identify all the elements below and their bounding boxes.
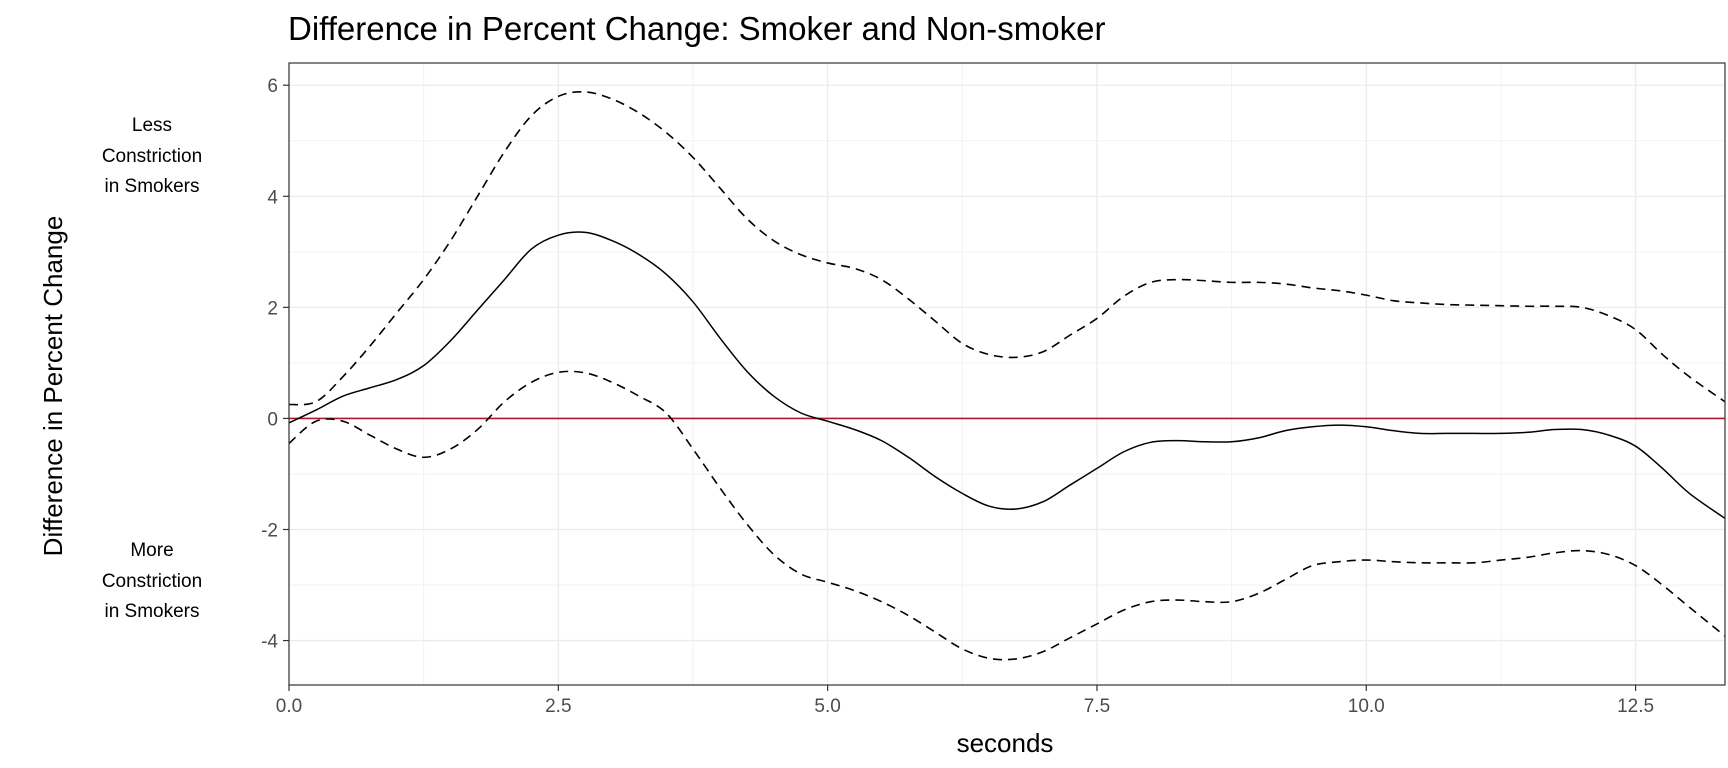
series-layer bbox=[288, 90, 1726, 661]
tick-layer: 0.0 2.5 5.0 7.5 10.0 12.5 -4 -2 0 2 4 6 bbox=[261, 76, 1654, 717]
y-tick-label: 4 bbox=[267, 187, 278, 208]
lower-annotation-line: More bbox=[130, 540, 173, 561]
upper-annotation-line: Constriction bbox=[102, 146, 202, 167]
y-tick-label: -2 bbox=[261, 521, 278, 542]
upper-annotation: Less Constriction in Smokers bbox=[102, 115, 202, 197]
y-tick-label: 0 bbox=[267, 409, 278, 430]
upper-annotation-line: Less bbox=[132, 115, 172, 136]
y-tick-label: 6 bbox=[267, 76, 278, 97]
x-tick-label: 2.5 bbox=[545, 696, 571, 717]
chart-title: Difference in Percent Change: Smoker and… bbox=[288, 10, 1105, 47]
x-tick-label: 12.5 bbox=[1617, 696, 1654, 717]
lower-annotation: More Constriction in Smokers bbox=[102, 540, 202, 622]
lower-annotation-line: Constriction bbox=[102, 571, 202, 592]
y-tick-label: -4 bbox=[261, 632, 278, 653]
x-axis-title: seconds bbox=[957, 728, 1054, 758]
x-tick-label: 5.0 bbox=[814, 696, 840, 717]
upper-bound-line bbox=[288, 90, 1726, 406]
estimate-line bbox=[288, 231, 1726, 520]
lower-annotation-line: in Smokers bbox=[104, 601, 199, 622]
y-axis-title: Difference in Percent Change bbox=[38, 216, 68, 557]
x-tick-label: 7.5 bbox=[1084, 696, 1110, 717]
upper-annotation-line: in Smokers bbox=[104, 176, 199, 197]
x-tick-label: 10.0 bbox=[1348, 696, 1385, 717]
x-tick-label: 0.0 bbox=[276, 696, 302, 717]
grid bbox=[288, 63, 1725, 685]
lower-bound-line bbox=[288, 370, 1726, 661]
y-tick-label: 2 bbox=[267, 298, 278, 319]
panel-border bbox=[288, 62, 1726, 686]
